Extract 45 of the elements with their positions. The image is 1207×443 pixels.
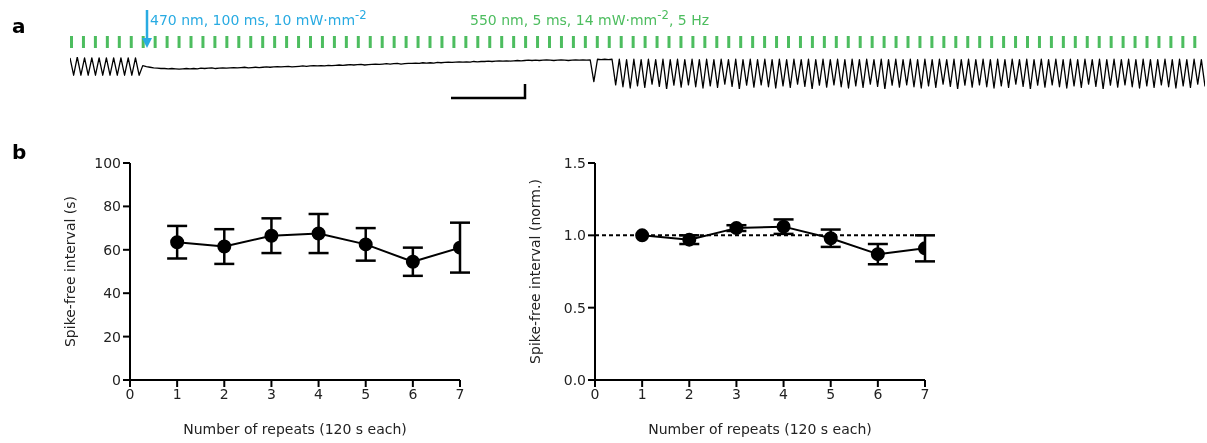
y-tick-label: 1.5: [563, 154, 586, 171]
y-tick-label: 0.5: [563, 299, 586, 316]
point: [358, 237, 373, 252]
x-tick-label: 0: [125, 385, 135, 402]
x-tick-label: 7: [920, 385, 930, 402]
chart-title: b: [12, 140, 27, 164]
x-axis-title: Number of repeats (120 s each): [183, 421, 407, 437]
chart-title: a: [12, 14, 26, 38]
text: 470 nm, 100 ms, 10 mW·mm$^{-2}$: [150, 8, 367, 28]
y-axis-title: Spike-free interval (norm.): [526, 179, 543, 364]
point: [729, 221, 744, 236]
y-axis-title: Spike-free interval (s): [61, 195, 78, 348]
point: [635, 228, 650, 243]
x-tick-label: 5: [361, 385, 371, 402]
point: [870, 247, 885, 262]
x-tick-label: 5: [826, 385, 836, 402]
x-tick-label: 0: [590, 385, 600, 402]
y-tick-label: 80: [103, 198, 121, 215]
x-tick-label: 1: [637, 385, 647, 402]
y-tick-label: 20: [103, 328, 121, 345]
point: [405, 254, 420, 269]
point: [311, 226, 326, 241]
point: [264, 228, 279, 243]
y-tick-label: 60: [103, 241, 121, 258]
y-tick-label: 100: [94, 154, 121, 171]
y-tick-label: 40: [103, 285, 121, 302]
y-tick-label: 1.0: [563, 227, 586, 244]
point: [682, 232, 697, 247]
y-tick-label: 0.0: [563, 371, 586, 388]
point: [776, 219, 791, 234]
text: 550 nm, 5 ms, 14 mW·mm$^{-2}$, 5 Hz: [470, 8, 710, 28]
point: [217, 239, 232, 254]
x-tick-label: 6: [873, 385, 883, 402]
x-tick-label: 6: [408, 385, 418, 402]
y-tick-label: 0: [112, 371, 121, 388]
x-tick-label: 2: [684, 385, 694, 402]
x-tick-label: 4: [779, 385, 789, 402]
x-axis-title: Number of repeats (120 s each): [648, 421, 872, 437]
x-tick-label: 2: [219, 385, 229, 402]
point: [170, 235, 185, 250]
x-tick-label: 3: [266, 385, 276, 402]
x-tick-label: 3: [731, 385, 741, 402]
x-tick-label: 7: [455, 385, 465, 402]
x-tick-label: 1: [172, 385, 182, 402]
x-tick-label: 4: [314, 385, 324, 402]
